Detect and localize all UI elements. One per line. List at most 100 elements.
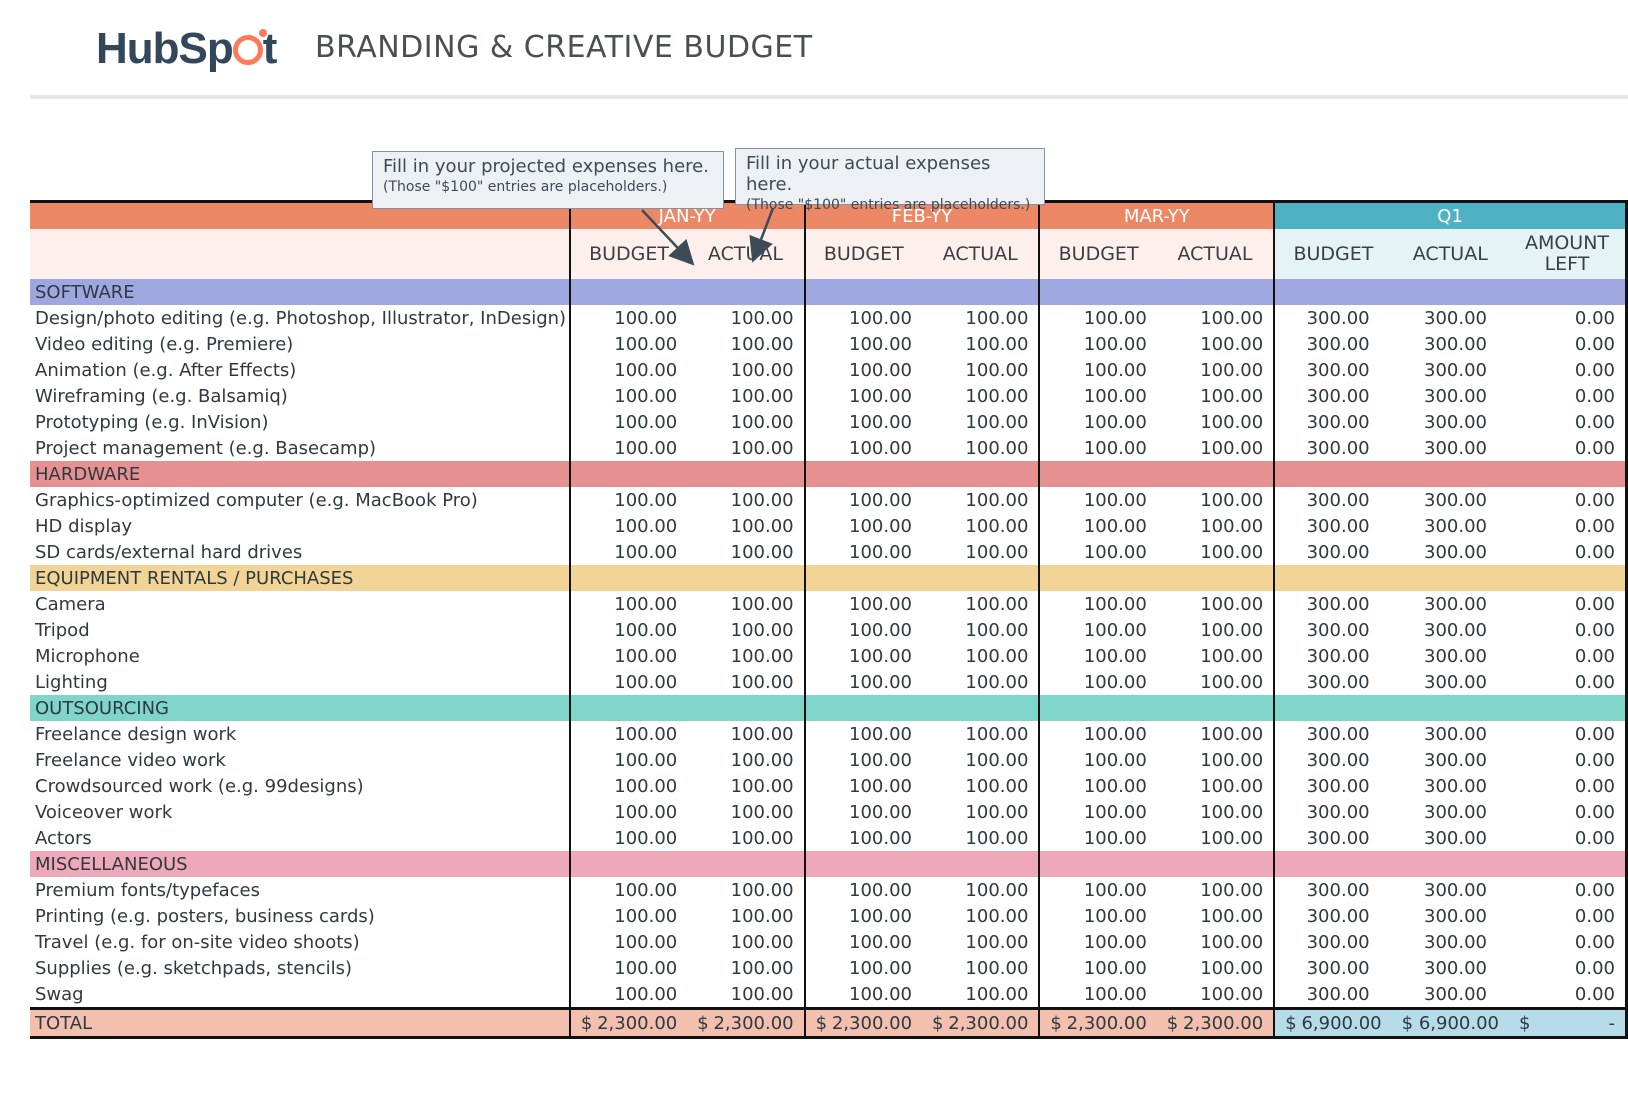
month-actual-cell[interactable]: 100.00 xyxy=(730,593,794,615)
month-budget-cell[interactable]: 100.00 xyxy=(568,721,688,747)
month-actual-cell[interactable]: 100.00 xyxy=(730,827,794,849)
month-budget-cell[interactable]: 100.00 xyxy=(568,357,688,383)
month-budget-cell[interactable]: 100.00 xyxy=(1038,747,1157,773)
month-actual-cell[interactable]: 100.00 xyxy=(1200,619,1264,641)
month-actual-cell[interactable]: 100.00 xyxy=(1200,983,1264,1005)
month-budget-cell[interactable]: 100.00 xyxy=(1038,331,1157,357)
month-budget-cell[interactable]: 100.00 xyxy=(803,929,923,955)
month-actual-cell[interactable]: 100.00 xyxy=(730,957,794,979)
month-budget-cell[interactable]: 100.00 xyxy=(1038,435,1157,461)
month-budget-cell[interactable]: 100.00 xyxy=(1038,513,1157,539)
month-actual-cell[interactable]: 100.00 xyxy=(965,437,1029,459)
month-budget-cell[interactable]: 100.00 xyxy=(803,357,923,383)
month-actual-cell[interactable]: 100.00 xyxy=(1200,489,1264,511)
month-actual-cell[interactable]: 100.00 xyxy=(730,775,794,797)
month-budget-cell[interactable]: 100.00 xyxy=(803,487,923,513)
month-actual-cell[interactable]: 100.00 xyxy=(1200,645,1264,667)
month-actual-cell[interactable]: 100.00 xyxy=(1200,515,1264,537)
month-budget-cell[interactable]: 100.00 xyxy=(1038,903,1157,929)
month-actual-cell[interactable]: 100.00 xyxy=(965,723,1029,745)
month-budget-cell[interactable]: 100.00 xyxy=(568,513,688,539)
month-budget-cell[interactable]: 100.00 xyxy=(568,903,688,929)
month-budget-cell[interactable]: 100.00 xyxy=(803,331,923,357)
month-actual-cell[interactable]: 100.00 xyxy=(1200,333,1264,355)
month-budget-cell[interactable]: 100.00 xyxy=(803,955,923,981)
month-budget-cell[interactable]: 100.00 xyxy=(803,591,923,617)
month-actual-cell[interactable]: 100.00 xyxy=(965,307,1029,329)
month-budget-cell[interactable]: 100.00 xyxy=(803,643,923,669)
month-budget-cell[interactable]: 100.00 xyxy=(568,409,688,435)
month-actual-cell[interactable]: 100.00 xyxy=(730,905,794,927)
month-budget-cell[interactable]: 100.00 xyxy=(1038,617,1157,643)
month-budget-cell[interactable]: 100.00 xyxy=(1038,409,1157,435)
month-actual-cell[interactable]: 100.00 xyxy=(730,359,794,381)
month-budget-cell[interactable]: 100.00 xyxy=(1038,721,1157,747)
month-actual-cell[interactable]: 100.00 xyxy=(965,879,1029,901)
month-actual-cell[interactable]: 100.00 xyxy=(1200,541,1264,563)
month-actual-cell[interactable]: 100.00 xyxy=(965,411,1029,433)
month-actual-cell[interactable]: 100.00 xyxy=(965,645,1029,667)
month-actual-cell[interactable]: 100.00 xyxy=(965,541,1029,563)
month-actual-cell[interactable]: 100.00 xyxy=(965,905,1029,927)
month-budget-cell[interactable]: 100.00 xyxy=(803,825,923,851)
month-budget-cell[interactable]: 100.00 xyxy=(803,773,923,799)
month-actual-cell[interactable]: 100.00 xyxy=(1200,359,1264,381)
month-actual-cell[interactable]: 100.00 xyxy=(965,489,1029,511)
month-budget-cell[interactable]: 100.00 xyxy=(803,903,923,929)
month-actual-cell[interactable]: 100.00 xyxy=(1200,931,1264,953)
month-budget-cell[interactable]: 100.00 xyxy=(1038,591,1157,617)
month-actual-cell[interactable]: 100.00 xyxy=(1200,385,1264,407)
month-actual-cell[interactable]: 100.00 xyxy=(730,645,794,667)
month-budget-cell[interactable]: 100.00 xyxy=(568,981,688,1009)
month-actual-cell[interactable]: 100.00 xyxy=(730,489,794,511)
month-actual-cell[interactable]: 100.00 xyxy=(730,619,794,641)
month-actual-cell[interactable]: 100.00 xyxy=(730,931,794,953)
month-actual-cell[interactable]: 100.00 xyxy=(730,983,794,1005)
month-budget-cell[interactable]: 100.00 xyxy=(568,747,688,773)
month-budget-cell[interactable]: 100.00 xyxy=(568,487,688,513)
month-actual-cell[interactable]: 100.00 xyxy=(965,931,1029,953)
month-actual-cell[interactable]: 100.00 xyxy=(1200,905,1264,927)
month-actual-cell[interactable]: 100.00 xyxy=(1200,801,1264,823)
month-budget-cell[interactable]: 100.00 xyxy=(803,877,923,903)
month-actual-cell[interactable]: 100.00 xyxy=(1200,957,1264,979)
month-budget-cell[interactable]: 100.00 xyxy=(568,435,688,461)
month-actual-cell[interactable]: 100.00 xyxy=(730,307,794,329)
month-actual-cell[interactable]: 100.00 xyxy=(730,879,794,901)
month-actual-cell[interactable]: 100.00 xyxy=(1200,879,1264,901)
month-budget-cell[interactable]: 100.00 xyxy=(803,617,923,643)
month-budget-cell[interactable]: 100.00 xyxy=(803,513,923,539)
month-actual-cell[interactable]: 100.00 xyxy=(965,385,1029,407)
month-actual-cell[interactable]: 100.00 xyxy=(1200,593,1264,615)
month-budget-cell[interactable]: 100.00 xyxy=(803,747,923,773)
month-actual-cell[interactable]: 100.00 xyxy=(730,515,794,537)
month-budget-cell[interactable]: 100.00 xyxy=(1038,305,1157,331)
month-budget-cell[interactable]: 100.00 xyxy=(568,929,688,955)
month-budget-cell[interactable]: 100.00 xyxy=(803,435,923,461)
month-budget-cell[interactable]: 100.00 xyxy=(803,409,923,435)
month-budget-cell[interactable]: 100.00 xyxy=(568,877,688,903)
month-actual-cell[interactable]: 100.00 xyxy=(965,957,1029,979)
month-actual-cell[interactable]: 100.00 xyxy=(730,801,794,823)
month-actual-cell[interactable]: 100.00 xyxy=(730,671,794,693)
month-actual-cell[interactable]: 100.00 xyxy=(965,801,1029,823)
month-budget-cell[interactable]: 100.00 xyxy=(1038,955,1157,981)
month-budget-cell[interactable]: 100.00 xyxy=(1038,773,1157,799)
month-budget-cell[interactable]: 100.00 xyxy=(1038,981,1157,1009)
month-actual-cell[interactable]: 100.00 xyxy=(730,385,794,407)
month-actual-cell[interactable]: 100.00 xyxy=(965,749,1029,771)
month-actual-cell[interactable]: 100.00 xyxy=(730,541,794,563)
month-actual-cell[interactable]: 100.00 xyxy=(965,619,1029,641)
month-actual-cell[interactable]: 100.00 xyxy=(1200,307,1264,329)
month-budget-cell[interactable]: 100.00 xyxy=(1038,383,1157,409)
month-actual-cell[interactable]: 100.00 xyxy=(965,671,1029,693)
month-budget-cell[interactable]: 100.00 xyxy=(1038,487,1157,513)
month-actual-cell[interactable]: 100.00 xyxy=(965,333,1029,355)
month-budget-cell[interactable]: 100.00 xyxy=(568,539,688,565)
month-budget-cell[interactable]: 100.00 xyxy=(568,955,688,981)
month-actual-cell[interactable]: 100.00 xyxy=(1200,827,1264,849)
month-budget-cell[interactable]: 100.00 xyxy=(568,331,688,357)
month-budget-cell[interactable]: 100.00 xyxy=(1038,643,1157,669)
month-actual-cell[interactable]: 100.00 xyxy=(730,437,794,459)
month-actual-cell[interactable]: 100.00 xyxy=(1200,749,1264,771)
